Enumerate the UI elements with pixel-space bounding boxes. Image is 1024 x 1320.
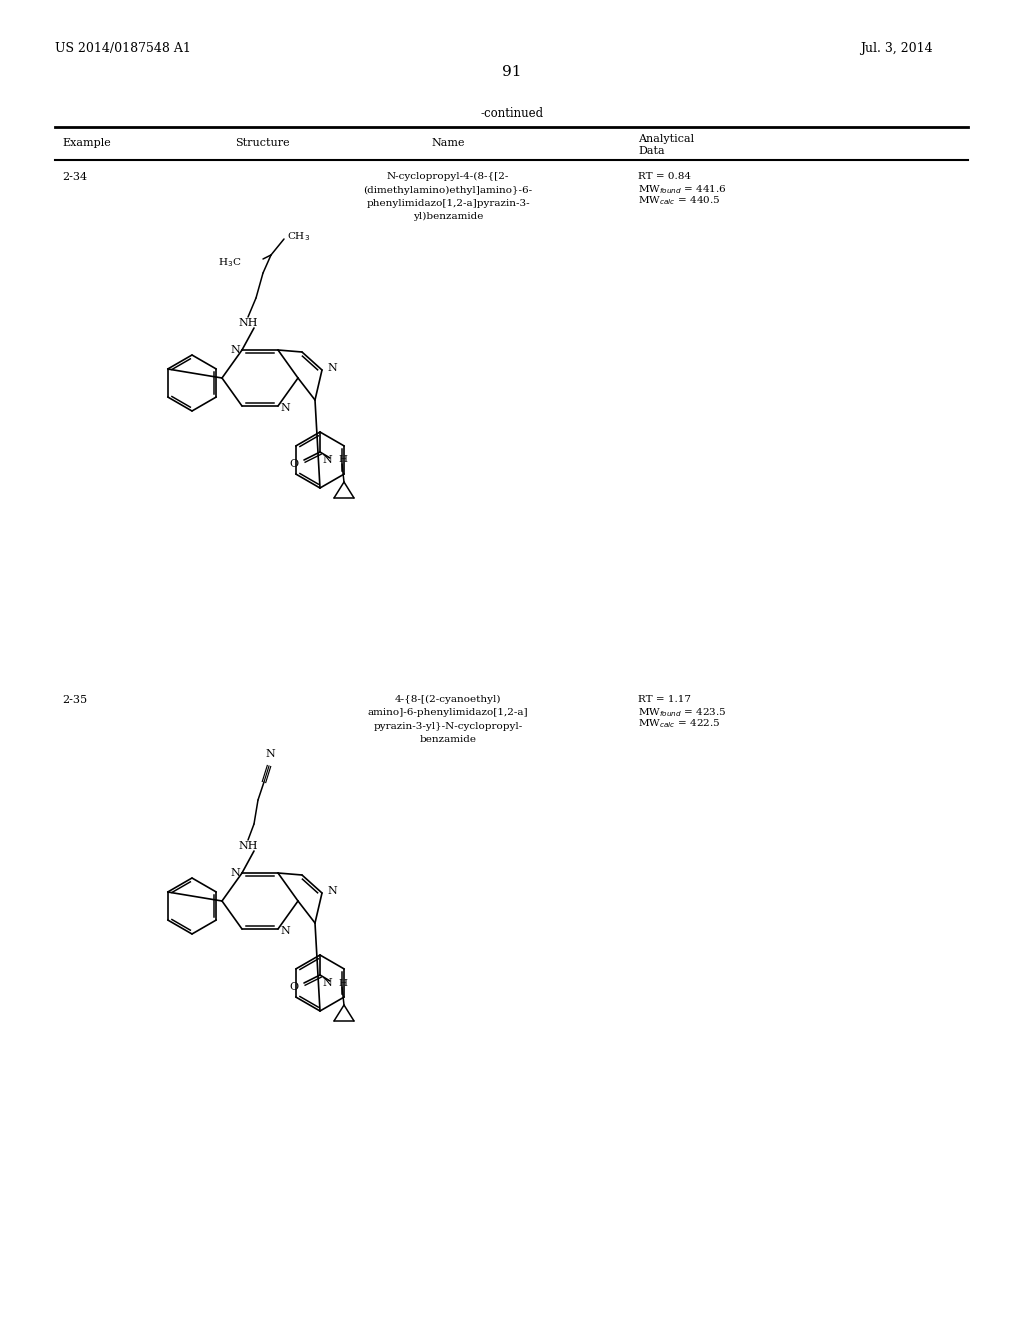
Text: 2-34: 2-34 xyxy=(62,172,87,182)
Text: 4-{8-[(2-cyanoethyl)
amino]-6-phenylimidazo[1,2-a]
pyrazin-3-yl}-N-cyclopropyl-
: 4-{8-[(2-cyanoethyl) amino]-6-phenylimid… xyxy=(368,696,528,743)
Text: -continued: -continued xyxy=(480,107,544,120)
Text: NH: NH xyxy=(239,841,258,851)
Text: RT = 1.17: RT = 1.17 xyxy=(638,696,691,704)
Text: H: H xyxy=(338,455,347,465)
Text: N: N xyxy=(230,869,240,878)
Text: H: H xyxy=(338,978,347,987)
Text: N: N xyxy=(265,748,274,759)
Text: 91: 91 xyxy=(502,65,522,79)
Text: MW$_{\mathit{found}}$ = 441.6: MW$_{\mathit{found}}$ = 441.6 xyxy=(638,183,727,195)
Text: N: N xyxy=(230,345,240,355)
Text: RT = 0.84: RT = 0.84 xyxy=(638,172,691,181)
Text: NH: NH xyxy=(239,318,258,327)
Text: N: N xyxy=(323,978,332,987)
Text: Analytical: Analytical xyxy=(638,135,694,144)
Text: N: N xyxy=(280,403,290,413)
Text: Structure: Structure xyxy=(234,139,290,148)
Text: Data: Data xyxy=(638,147,665,156)
Text: 2-35: 2-35 xyxy=(62,696,87,705)
Text: MW$_{\mathit{found}}$ = 423.5: MW$_{\mathit{found}}$ = 423.5 xyxy=(638,706,727,719)
Text: Example: Example xyxy=(62,139,111,148)
Text: MW$_{\mathit{calc}}$ = 440.5: MW$_{\mathit{calc}}$ = 440.5 xyxy=(638,194,720,207)
Text: H$_3$C: H$_3$C xyxy=(217,256,241,269)
Text: N-cyclopropyl-4-(8-{[2-
(dimethylamino)ethyl]amino}-6-
phenylimidazo[1,2-a]pyraz: N-cyclopropyl-4-(8-{[2- (dimethylamino)e… xyxy=(364,172,532,222)
Text: O: O xyxy=(290,982,299,993)
Text: Name: Name xyxy=(431,139,465,148)
Text: N: N xyxy=(280,927,290,936)
Text: N: N xyxy=(323,455,332,465)
Text: N: N xyxy=(327,886,337,896)
Text: Jul. 3, 2014: Jul. 3, 2014 xyxy=(860,42,933,55)
Text: N: N xyxy=(327,363,337,374)
Text: US 2014/0187548 A1: US 2014/0187548 A1 xyxy=(55,42,190,55)
Text: MW$_{\mathit{calc}}$ = 422.5: MW$_{\mathit{calc}}$ = 422.5 xyxy=(638,717,720,730)
Text: O: O xyxy=(290,459,299,469)
Text: CH$_3$: CH$_3$ xyxy=(287,231,310,243)
